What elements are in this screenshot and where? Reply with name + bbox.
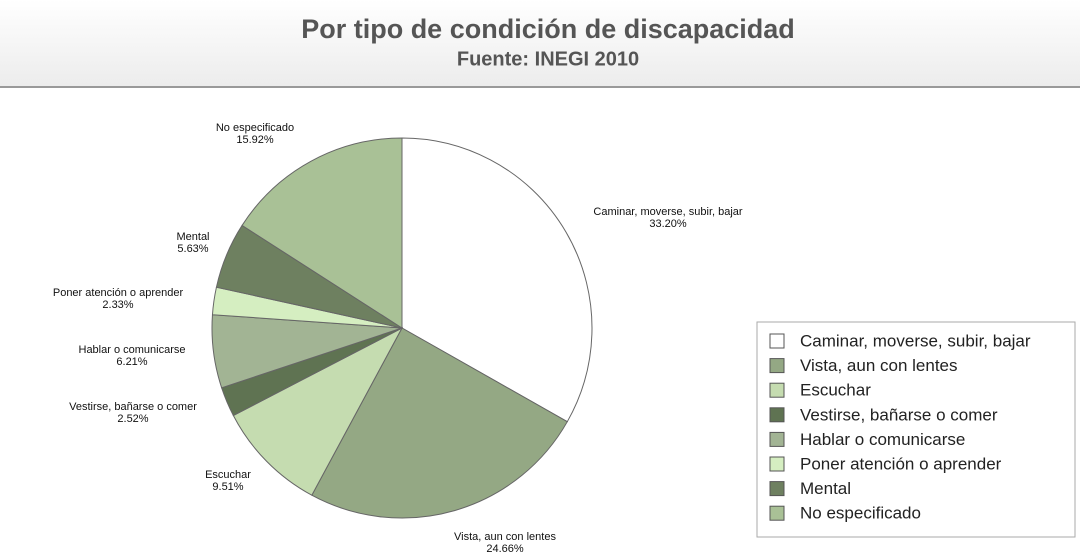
legend-swatch [769,456,785,472]
slice-label: Hablar o comunicarse [79,344,186,356]
legend-swatch [769,333,785,349]
slice-value-label: 2.33% [102,299,133,311]
slice-value-label: 24.66% [486,543,524,552]
slice-label: Mental [176,231,209,243]
legend-swatch [769,505,785,521]
slice-label: No especificado [216,122,294,134]
chart-subtitle: Fuente: INEGI 2010 [457,48,639,70]
legend-swatch [769,358,785,374]
slice-label: Escuchar [205,469,251,481]
legend-swatch [769,481,785,497]
slice-label: Vista, aun con lentes [454,531,556,543]
slice-value-label: 33.20% [649,218,687,230]
slice-value-label: 2.52% [117,413,148,425]
pie-slice [232,326,404,496]
slice-value-label: 5.63% [177,243,208,255]
header-band [0,0,1080,86]
legend-label: Mental [800,479,851,498]
legend-label: Poner atención o aprender [800,454,1002,473]
slice-value-label: 6.21% [116,356,147,368]
legend-label: Escuchar [800,381,871,400]
legend-label: Vista, aun con lentes [800,356,958,375]
legend-box [756,321,1076,538]
legend-swatch [769,382,785,398]
legend-swatch [769,431,785,447]
slice-label: Poner atención o aprender [53,287,184,299]
pie-slice [311,327,568,519]
legend-swatch [769,407,785,423]
legend-label: Caminar, moverse, subir, bajar [800,331,1031,350]
legend-label: Hablar o comunicarse [800,430,965,449]
pie-slice [401,137,593,423]
legend-label: Vestirse, bañarse o comer [800,405,998,424]
slice-value-label: 9.51% [212,481,243,493]
pie-slice [241,137,403,329]
slice-label: Vestirse, bañarse o comer [69,401,197,413]
slice-label: Caminar, moverse, subir, bajar [593,206,743,218]
slice-value-label: 15.92% [236,134,274,146]
chart-title: Por tipo de condición de discapacidad [301,14,795,44]
legend-label: No especificado [800,504,921,523]
